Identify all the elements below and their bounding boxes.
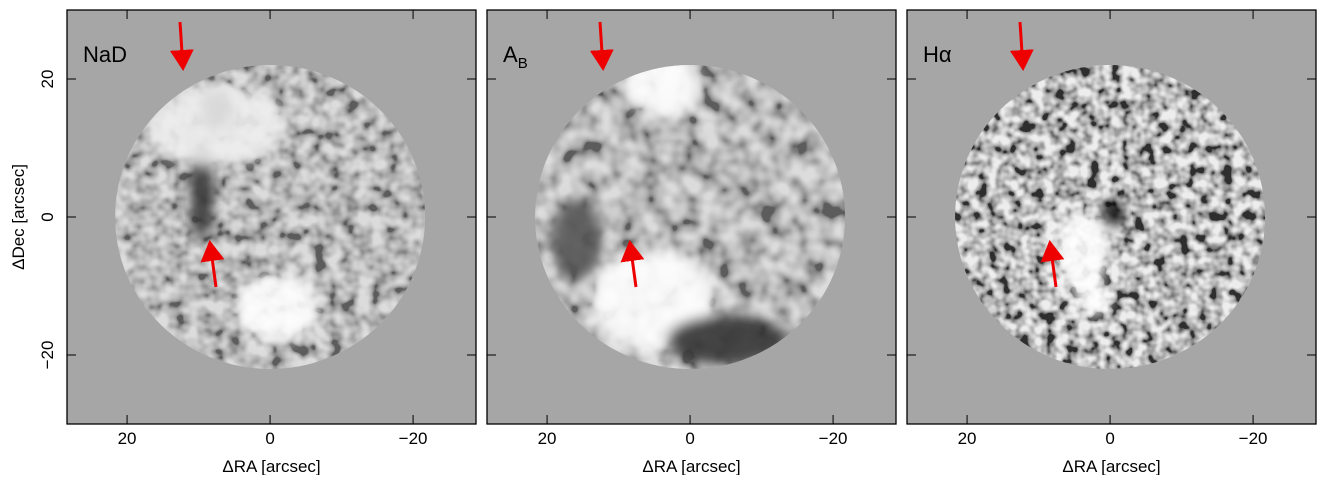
panel: 20 0 −20 ΔRA [arcsec] AB [486,9,897,476]
y-tick-label: −20 [38,341,57,370]
y-tick-label: 20 [38,70,57,89]
disc [535,65,846,369]
x-tick-label: −20 [399,429,428,448]
feature [552,200,602,280]
x-tick-label: 20 [538,429,557,448]
x-axis-label: ΔRA [arcsec] [1062,457,1160,475]
y-axis-label: ΔDec [arcsec] [9,164,28,270]
panel: 20 0 −20 −20 0 20 ΔRA [arcsec] ΔDec [arcsec] NaD [9,9,477,476]
panel-title-text: A [503,42,518,67]
features [1054,201,1124,316]
arrow [1040,240,1065,288]
disc [115,65,426,369]
x-axis-label: ΔRA [arcsec] [642,457,740,475]
feature [1074,284,1110,316]
panel-title: Hα [923,42,952,67]
panel-title-sub: B [518,55,528,72]
panel-title-text: NaD [83,42,127,67]
x-tick-label: 0 [1105,429,1114,448]
x-tick-label: −20 [1239,429,1268,448]
arrow [200,240,225,288]
panel-title: NaD [83,42,127,67]
x-tick-label: 0 [265,429,274,448]
feature [1054,210,1110,290]
arrow [620,240,645,288]
x-tick-label: −20 [819,429,848,448]
x-axis-label: ΔRA [arcsec] [222,457,320,475]
feature [190,140,214,240]
features [552,65,787,365]
panel: 20 0 −20 ΔRA [arcsec] Hα [906,9,1317,476]
disc [955,65,1266,369]
x-tick-label: 20 [118,429,137,448]
panel-title-text: Hα [923,42,952,67]
x-tick-label: 20 [958,429,977,448]
feature [147,85,287,165]
y-tick-label: 0 [38,212,57,221]
panel-title: AB [503,42,528,72]
x-tick-label: 0 [685,429,694,448]
feature [667,315,787,365]
arrow [169,21,194,71]
arrow [1009,21,1034,71]
feature [235,274,319,342]
arrow [589,21,614,71]
features [147,85,319,342]
feature [1100,201,1124,229]
